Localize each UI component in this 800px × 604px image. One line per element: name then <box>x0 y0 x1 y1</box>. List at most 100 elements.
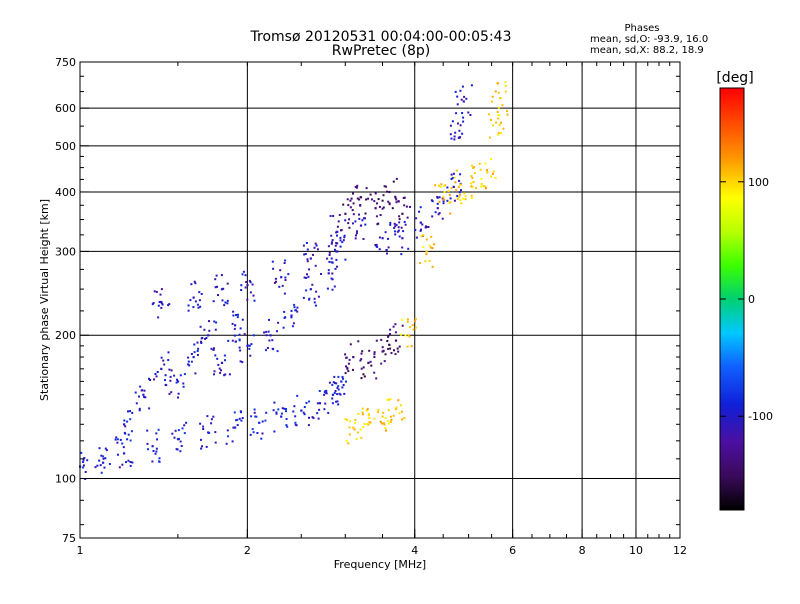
data-point <box>383 360 386 363</box>
data-point <box>331 397 334 400</box>
data-point <box>215 321 218 324</box>
data-point <box>348 218 351 221</box>
data-point <box>374 192 377 195</box>
data-point <box>396 347 399 350</box>
data-point <box>390 415 392 418</box>
data-point <box>361 411 364 414</box>
data-point <box>412 328 415 331</box>
data-point <box>165 384 168 387</box>
data-point <box>187 356 190 359</box>
data-point <box>193 280 196 283</box>
data-point <box>241 361 244 364</box>
data-point <box>217 363 220 366</box>
data-point <box>290 309 293 312</box>
data-point <box>407 334 410 337</box>
data-point <box>384 353 387 356</box>
data-point <box>398 345 401 348</box>
data-point <box>254 415 257 418</box>
data-point <box>250 343 253 346</box>
data-point <box>362 217 365 220</box>
data-point <box>406 216 409 219</box>
data-point <box>360 358 363 361</box>
data-point <box>352 356 355 359</box>
data-point <box>400 226 403 229</box>
data-point <box>359 224 363 227</box>
data-point <box>224 359 226 362</box>
data-point <box>199 305 202 308</box>
data-point <box>177 429 180 432</box>
data-point <box>265 330 268 333</box>
data-point <box>395 198 398 201</box>
data-point <box>364 212 367 215</box>
data-point <box>470 182 473 185</box>
data-point <box>348 426 351 429</box>
data-point <box>450 178 453 180</box>
data-point <box>336 265 338 268</box>
data-point <box>379 214 382 216</box>
data-point <box>402 197 405 199</box>
data-point <box>190 283 193 286</box>
data-point <box>350 197 353 200</box>
data-point <box>169 379 172 382</box>
data-point <box>337 375 340 378</box>
data-point <box>395 201 398 204</box>
data-point <box>329 215 332 217</box>
data-point <box>480 177 483 180</box>
data-point <box>492 124 495 127</box>
data-point <box>252 431 255 434</box>
data-point <box>498 114 501 117</box>
data-point <box>347 204 350 207</box>
data-point <box>373 351 376 354</box>
data-point <box>442 202 445 205</box>
data-point <box>420 228 422 231</box>
data-point <box>220 361 224 364</box>
data-point <box>424 226 427 229</box>
data-point <box>415 236 418 239</box>
data-point <box>163 363 166 366</box>
x-tick-label: 12 <box>673 544 687 557</box>
data-point <box>123 419 126 422</box>
phases-x-line: mean, sd,X: 88.2, 18.9 <box>590 45 704 56</box>
data-point <box>168 303 171 306</box>
data-point <box>156 371 159 373</box>
data-point <box>102 461 105 464</box>
data-point <box>389 421 392 423</box>
data-point <box>131 461 134 464</box>
data-point <box>331 239 334 242</box>
data-point <box>248 344 251 347</box>
data-point <box>242 270 245 273</box>
data-point <box>344 353 347 356</box>
data-point <box>491 172 494 175</box>
data-point <box>459 199 462 202</box>
data-point <box>398 235 401 238</box>
data-point <box>273 281 276 284</box>
data-point <box>394 323 397 326</box>
data-point <box>496 133 499 136</box>
data-point <box>438 196 441 199</box>
data-point <box>365 187 368 190</box>
data-point <box>383 423 386 426</box>
data-point <box>450 137 453 140</box>
data-point <box>368 413 370 416</box>
data-point <box>479 168 482 171</box>
data-point <box>415 217 418 220</box>
data-point <box>386 252 388 255</box>
data-point <box>347 442 350 445</box>
data-point <box>239 410 242 413</box>
data-point <box>280 276 283 279</box>
data-point <box>331 241 333 244</box>
data-point <box>368 421 371 423</box>
data-point <box>333 375 336 378</box>
data-point <box>371 198 373 201</box>
data-point <box>382 194 385 197</box>
data-point <box>158 301 161 303</box>
data-point <box>367 423 370 426</box>
data-point <box>375 215 378 218</box>
data-point <box>491 95 494 98</box>
data-point <box>303 276 306 279</box>
data-point <box>403 220 406 223</box>
data-point <box>381 346 384 349</box>
data-point <box>236 418 239 421</box>
data-point <box>394 230 396 233</box>
